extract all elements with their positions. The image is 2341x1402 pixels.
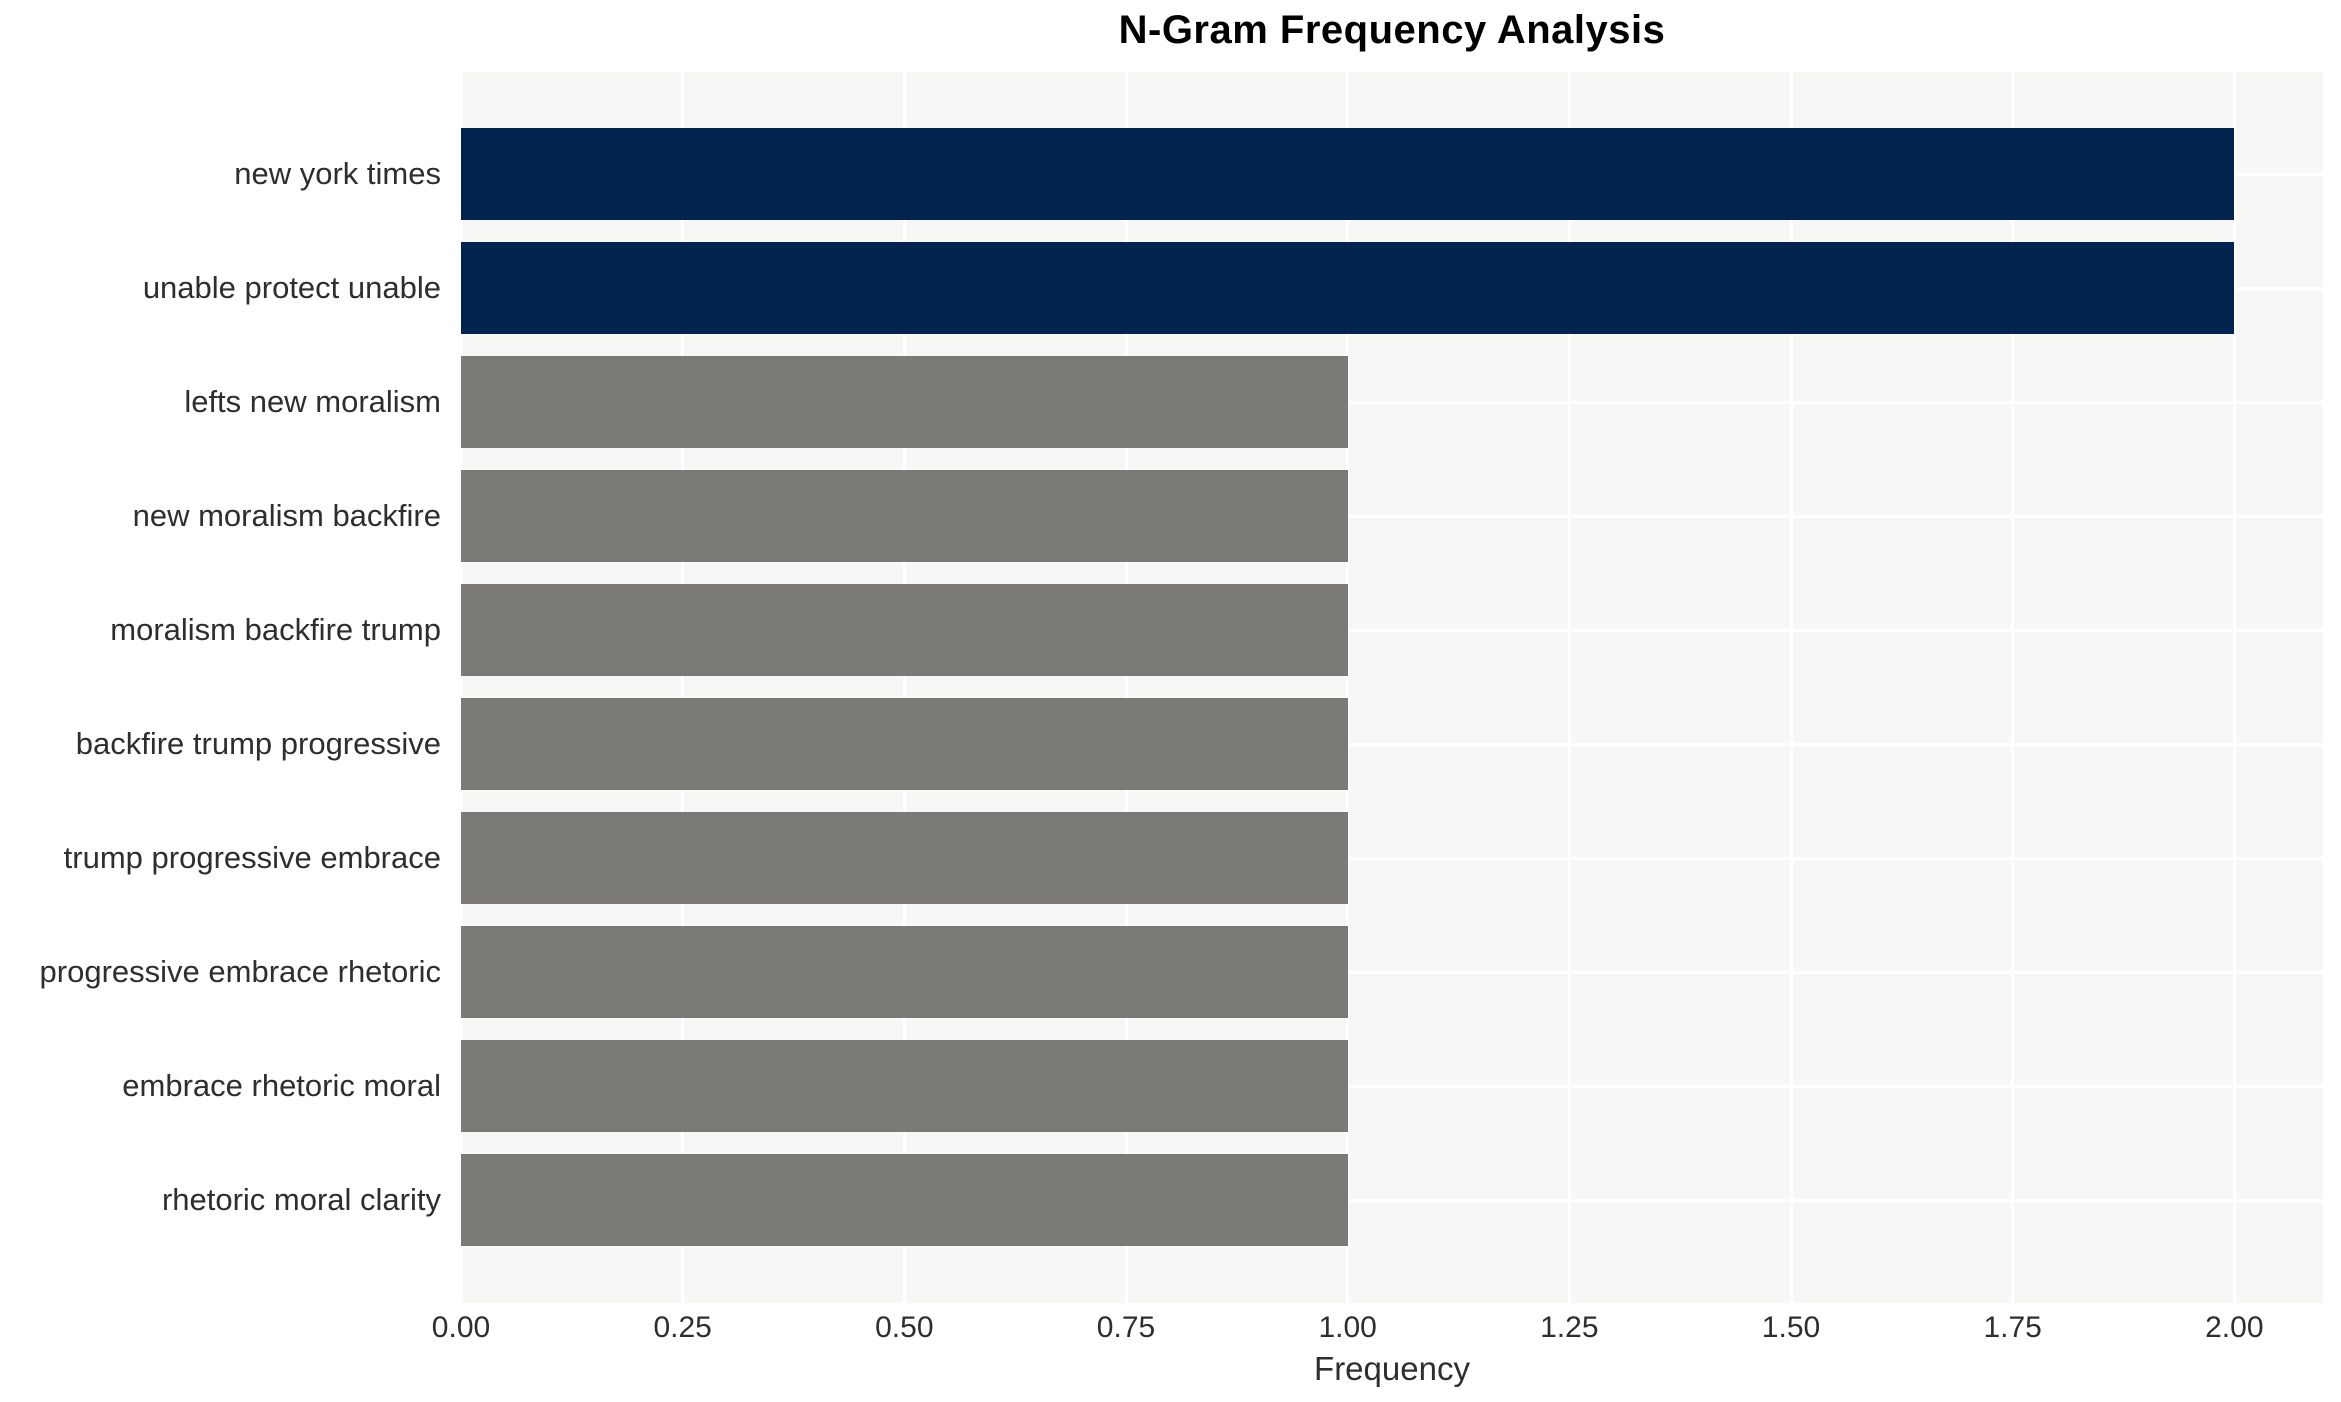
bar xyxy=(461,812,1348,904)
gridline-horizontal xyxy=(461,628,2323,632)
x-tick-label: 1.75 xyxy=(1983,1311,2042,1344)
x-tick-label: 0.75 xyxy=(1096,1311,1156,1344)
y-tick-label: backfire trump progressive xyxy=(75,726,441,761)
gridline-horizontal xyxy=(461,514,2323,518)
gridline-horizontal xyxy=(461,970,2323,974)
bar xyxy=(461,584,1348,676)
gridline-horizontal xyxy=(461,1198,2323,1202)
x-tick-label: 1.50 xyxy=(1761,1311,1821,1344)
gridline-horizontal xyxy=(461,400,2323,404)
bar xyxy=(461,242,2235,334)
x-tick-label: 0.50 xyxy=(875,1311,934,1344)
y-tick-label: lefts new moralism xyxy=(184,384,441,419)
gridline-vertical xyxy=(2232,72,2236,1303)
bar xyxy=(461,1040,1348,1132)
gridline-horizontal xyxy=(461,742,2323,746)
bar xyxy=(461,926,1348,1018)
x-axis-label: Frequency xyxy=(1314,1350,1470,1387)
y-tick-label: moralism backfire trump xyxy=(110,612,441,647)
gridline-vertical xyxy=(1346,72,1350,1303)
plot-area xyxy=(459,72,2323,1303)
gridline-vertical xyxy=(1124,72,1128,1303)
x-tick-label: 1.00 xyxy=(1318,1311,1377,1344)
bar xyxy=(461,356,1348,448)
bar xyxy=(461,470,1348,562)
gridline-vertical xyxy=(1789,72,1793,1303)
y-tick-label: embrace rhetoric moral xyxy=(122,1068,441,1103)
y-tick-label: unable protect unable xyxy=(142,270,441,305)
gridline-vertical xyxy=(1567,72,1571,1303)
y-tick-label: progressive embrace rhetoric xyxy=(39,954,441,989)
x-tick-label: 0.25 xyxy=(653,1311,712,1344)
gridline-horizontal xyxy=(461,856,2323,860)
chart-title: N-Gram Frequency Analysis xyxy=(1118,8,1666,52)
gridline-horizontal xyxy=(461,1084,2323,1088)
y-tick-label: trump progressive embrace xyxy=(63,840,441,875)
x-tick-label: 0.00 xyxy=(431,1311,491,1344)
gridline-vertical xyxy=(2011,72,2015,1303)
gridline-vertical xyxy=(459,72,463,1303)
y-tick-label: rhetoric moral clarity xyxy=(161,1182,441,1217)
bar xyxy=(461,1154,1348,1246)
y-tick-label: new york times xyxy=(234,156,441,191)
gridline-vertical xyxy=(681,72,685,1303)
y-tick-label: new moralism backfire xyxy=(132,498,441,533)
bar xyxy=(461,128,2235,220)
gridline-vertical xyxy=(902,72,906,1303)
x-tick-label: 1.25 xyxy=(1540,1311,1599,1344)
bar xyxy=(461,698,1348,790)
x-tick-label: 2.00 xyxy=(2205,1311,2264,1344)
